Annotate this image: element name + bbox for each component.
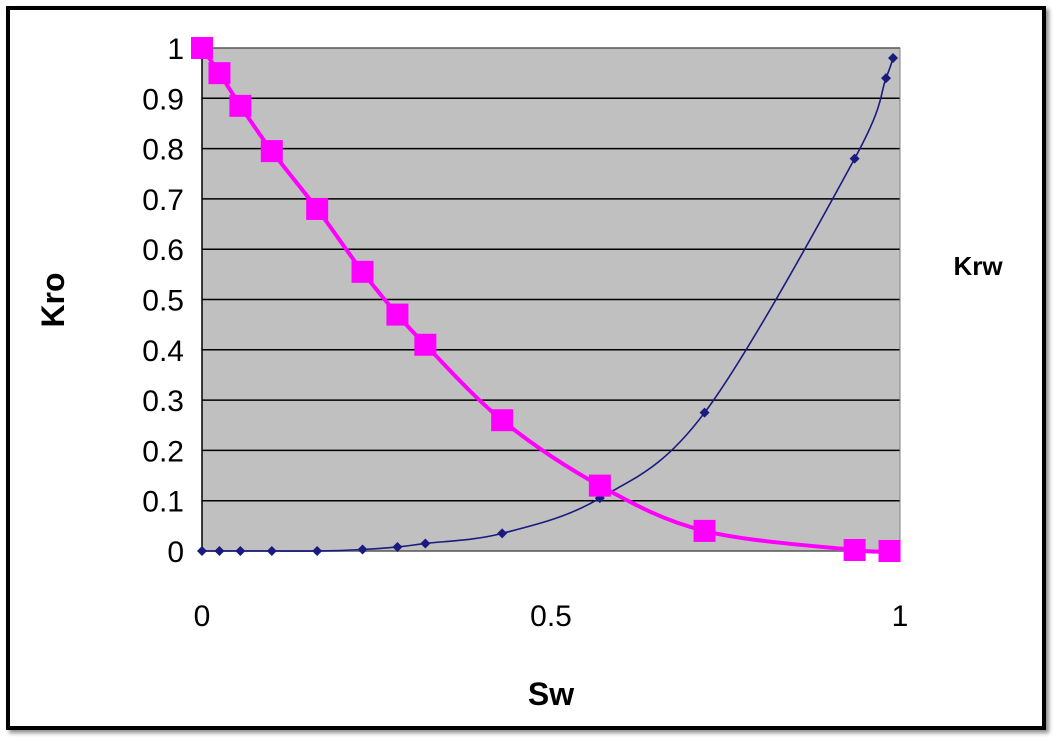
x-tick-label-1: 0.5 (530, 600, 572, 633)
y-tick-label-6: 0.6 (142, 234, 184, 267)
y-tick-label-8: 0.8 (142, 134, 184, 167)
series-0-point-6 (386, 303, 409, 326)
y-axis-title: Kro (35, 272, 71, 327)
series-0-point-3 (260, 140, 283, 163)
y-tick-label-2: 0.2 (142, 435, 184, 468)
y-tick-label-4: 0.4 (142, 335, 184, 368)
series-0-point-5 (351, 260, 374, 283)
y-tick-label-9: 0.9 (142, 83, 184, 116)
series-1-point-1 (214, 546, 225, 556)
series-1-point-10 (699, 407, 710, 418)
y-tick-label-5: 0.5 (142, 285, 184, 318)
series-1-point-2 (235, 546, 246, 556)
series-1-point-12 (881, 73, 892, 84)
series-0-point-11 (843, 538, 866, 561)
series-1 (197, 53, 899, 556)
series-0-point-0 (191, 37, 213, 59)
x-tick-label-2: 1 (892, 600, 909, 633)
series-0-point-2 (229, 94, 252, 117)
y-tick-label-3: 0.3 (142, 385, 184, 418)
y-tick-label-10: 1 (167, 33, 184, 66)
series-1-point-11 (849, 153, 860, 164)
series-layer (191, 37, 901, 562)
series-1-point-7 (420, 538, 431, 549)
grid-lines (201, 47, 901, 552)
series-0 (191, 37, 901, 562)
series-0-point-8 (491, 409, 514, 432)
x-axis-title: Sw (528, 676, 574, 712)
series-0-point-4 (306, 197, 329, 220)
series-0-point-9 (588, 474, 611, 497)
secondary-axis-title: Krw (953, 251, 1003, 281)
series-0-point-1 (208, 62, 231, 85)
y-tick-labels: 0 0.1 0.2 0.3 0.4 0.5 0.6 0.7 0.8 0.9 1 (142, 33, 184, 569)
x-tick-labels: 0 0.5 1 (194, 600, 909, 633)
series-1-line (202, 57, 894, 552)
y-tick-label-0: 0 (167, 536, 184, 569)
y-tick-label-1: 0.1 (142, 486, 184, 519)
series-0-point-12 (878, 540, 901, 562)
series-0-point-7 (414, 333, 437, 356)
series-1-point-13 (888, 53, 899, 64)
y-tick-label-7: 0.7 (142, 184, 184, 217)
x-tick-label-0: 0 (194, 600, 211, 633)
series-1-point-5 (357, 544, 368, 555)
series-1-point-3 (266, 546, 277, 556)
series-1-point-8 (497, 528, 508, 539)
series-0-point-10 (693, 519, 716, 542)
series-1-point-4 (312, 546, 323, 556)
series-1-point-6 (392, 541, 403, 552)
series-1-point-0 (197, 546, 207, 556)
